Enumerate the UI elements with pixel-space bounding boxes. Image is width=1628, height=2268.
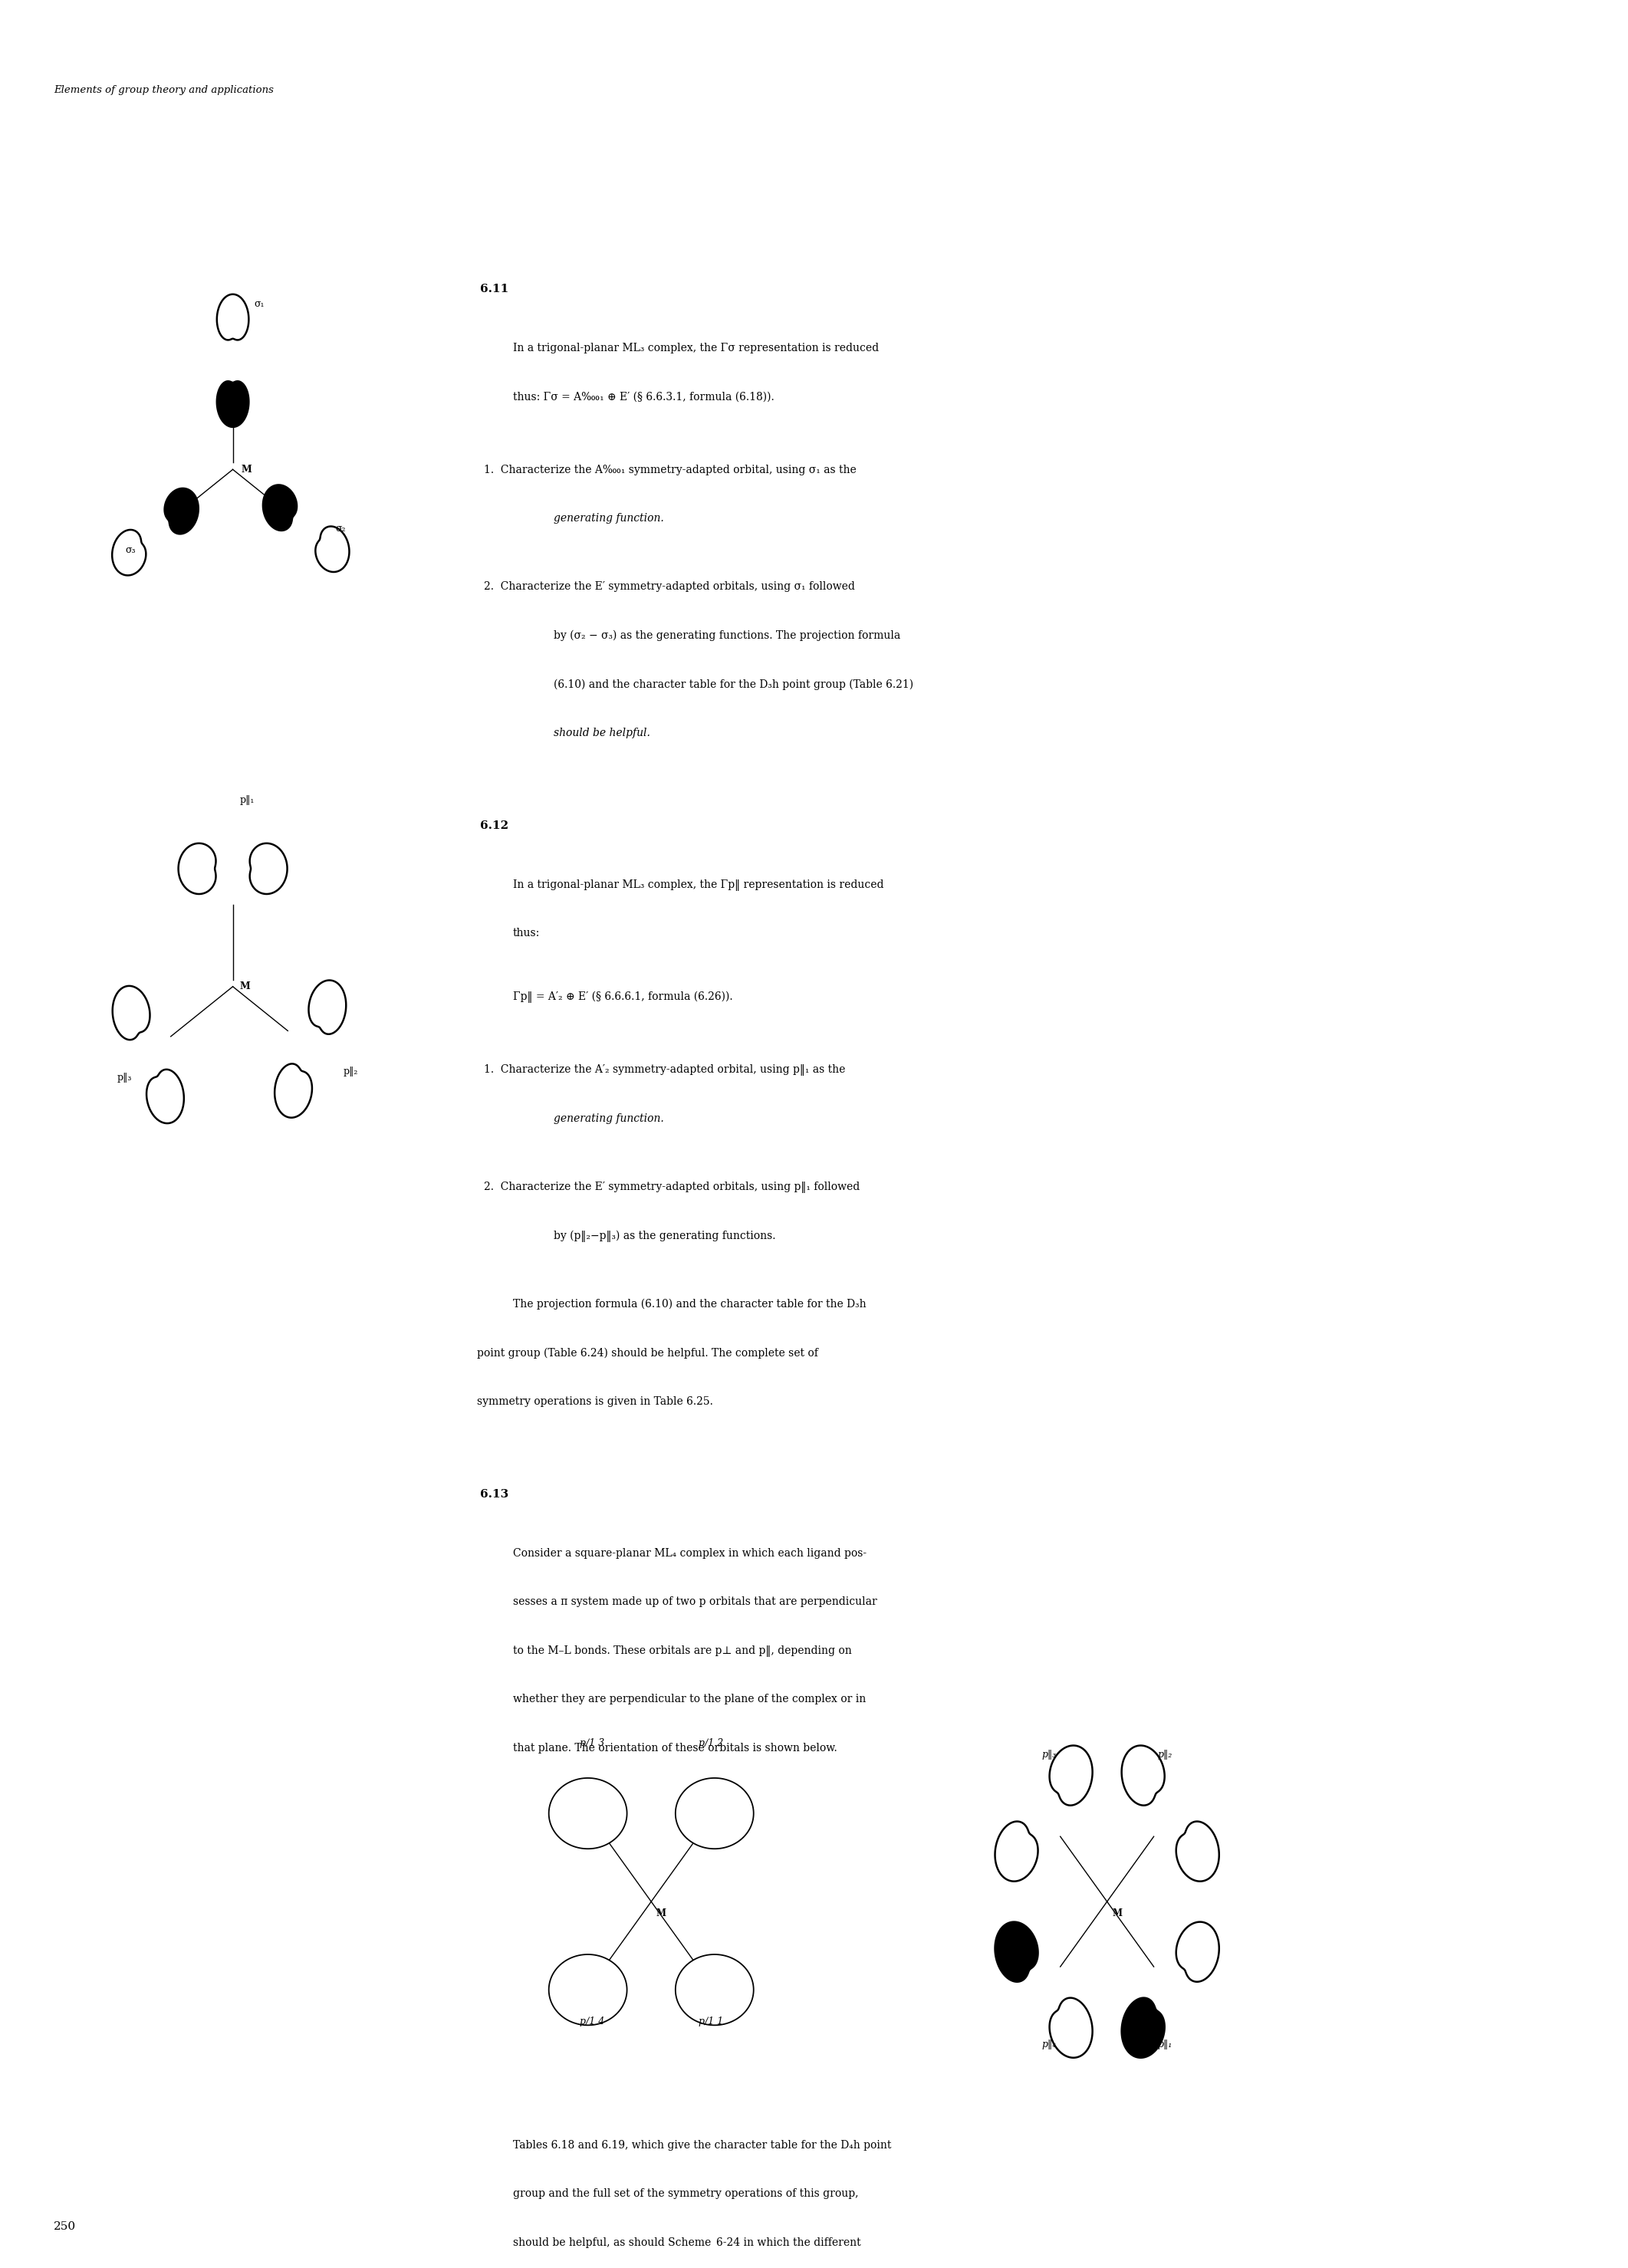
Polygon shape [112,987,150,1039]
Polygon shape [995,1821,1039,1880]
Polygon shape [217,295,249,340]
Text: generating function.: generating function. [554,1114,664,1125]
Text: p‖₂: p‖₂ [1158,1749,1172,1760]
Text: should be helpful, as should Scheme  6-24 in which the different: should be helpful, as should Scheme 6-24… [513,2236,861,2248]
Text: p‖₁: p‖₁ [239,796,254,805]
Polygon shape [275,1064,313,1118]
Text: The projection formula (6.10) and the character table for the D₃h: The projection formula (6.10) and the ch… [513,1300,866,1309]
Text: p∕1 1: p∕1 1 [698,2016,723,2028]
Text: thus:: thus: [513,928,540,939]
Text: 250: 250 [54,2220,77,2232]
Polygon shape [676,1778,754,1848]
Text: that plane. The orientation of these orbitals is shown below.: that plane. The orientation of these orb… [513,1742,837,1753]
Polygon shape [264,485,296,531]
Polygon shape [549,1778,627,1848]
Text: Consider a square-planar ML₄ complex in which each ligand pos-: Consider a square-planar ML₄ complex in … [513,1547,866,1558]
Text: 6.11: 6.11 [480,284,510,295]
Text: 1.  Characterize the A‱₁ symmetry-adapted orbital, using σ₁ as the: 1. Characterize the A‱₁ symmetry-adapted… [484,465,856,474]
Text: 2.  Characterize the E′ symmetry-adapted orbitals, using σ₁ followed: 2. Characterize the E′ symmetry-adapted … [484,581,855,592]
Polygon shape [179,844,217,894]
Text: M: M [241,465,251,474]
Text: 6.12: 6.12 [480,821,508,830]
Text: point group (Table 6.24) should be helpful. The complete set of: point group (Table 6.24) should be helpf… [477,1347,819,1359]
Text: M: M [239,982,249,991]
Text: symmetry operations is given in Table 6.25.: symmetry operations is given in Table 6.… [477,1397,713,1406]
Text: σ₁: σ₁ [254,299,264,308]
Text: p‖₃: p‖₃ [1042,1749,1057,1760]
Polygon shape [217,381,249,426]
Text: p‖₃: p‖₃ [117,1073,132,1082]
Text: σ₃: σ₃ [125,544,135,556]
Text: should be helpful.: should be helpful. [554,728,650,739]
Polygon shape [1122,1998,1164,2057]
Polygon shape [1175,1821,1219,1880]
Text: 1.  Characterize the A′₂ symmetry-adapted orbital, using p‖₁ as the: 1. Characterize the A′₂ symmetry-adapted… [484,1064,845,1075]
Text: p‖₄: p‖₄ [1042,2039,1057,2050]
Polygon shape [249,844,287,894]
Text: sesses a π system made up of two p orbitals that are perpendicular: sesses a π system made up of two p orbit… [513,1597,877,1608]
Polygon shape [309,980,347,1034]
Text: whether they are perpendicular to the plane of the complex or in: whether they are perpendicular to the pl… [513,1694,866,1706]
Text: by (σ₂ − σ₃) as the generating functions. The projection formula: by (σ₂ − σ₃) as the generating functions… [554,631,900,642]
Text: (6.10) and the character table for the D₃h point group (Table 6.21): (6.10) and the character table for the D… [554,678,913,689]
Polygon shape [1122,1746,1164,1805]
Polygon shape [112,531,147,576]
Text: by (p‖₂−p‖₃) as the generating functions.: by (p‖₂−p‖₃) as the generating functions… [554,1229,775,1243]
Text: p∕1 4: p∕1 4 [580,2016,604,2028]
Text: In a trigonal-planar ML₃ complex, the Γp‖ representation is reduced: In a trigonal-planar ML₃ complex, the Γp… [513,880,884,891]
Text: M: M [1112,1907,1122,1919]
Text: to the M–L bonds. These orbitals are p⊥ and p‖, depending on: to the M–L bonds. These orbitals are p⊥ … [513,1644,851,1658]
Text: generating function.: generating function. [554,513,664,524]
Text: In a trigonal-planar ML₃ complex, the Γσ representation is reduced: In a trigonal-planar ML₃ complex, the Γσ… [513,342,879,354]
Text: Tables 6.18 and 6.19, which give the character table for the D₄h point: Tables 6.18 and 6.19, which give the cha… [513,2139,891,2150]
Text: group and the full set of the symmetry operations of this group,: group and the full set of the symmetry o… [513,2189,858,2200]
Polygon shape [147,1070,184,1123]
Polygon shape [549,1955,627,2025]
Polygon shape [676,1955,754,2025]
Text: 6.13: 6.13 [480,1488,510,1499]
Text: p‖₂: p‖₂ [344,1066,358,1077]
Text: Γp‖ = A′₂ ⊕ E′ (§ 6.6.6.1, formula (6.26)).: Γp‖ = A′₂ ⊕ E′ (§ 6.6.6.1, formula (6.26… [513,991,733,1002]
Text: 2.  Characterize the E′ symmetry-adapted orbitals, using p‖₁ followed: 2. Characterize the E′ symmetry-adapted … [484,1182,860,1193]
Polygon shape [995,1921,1039,1982]
Polygon shape [164,488,199,533]
Text: p∕1 2: p∕1 2 [698,1737,723,1749]
Text: thus: Γσ = A‱₁ ⊕ E′ (§ 6.6.3.1, formula (6.18)).: thus: Γσ = A‱₁ ⊕ E′ (§ 6.6.3.1, formula … [513,392,775,401]
Polygon shape [316,526,350,572]
Polygon shape [1050,1746,1092,1805]
Text: σ₂: σ₂ [335,524,345,533]
Polygon shape [1175,1921,1219,1982]
Text: p∕1 3: p∕1 3 [580,1737,604,1749]
Text: Elements of group theory and applications: Elements of group theory and application… [54,84,274,95]
Polygon shape [1050,1998,1092,2057]
Text: M: M [656,1907,666,1919]
Text: p‖₁: p‖₁ [1158,2039,1172,2050]
